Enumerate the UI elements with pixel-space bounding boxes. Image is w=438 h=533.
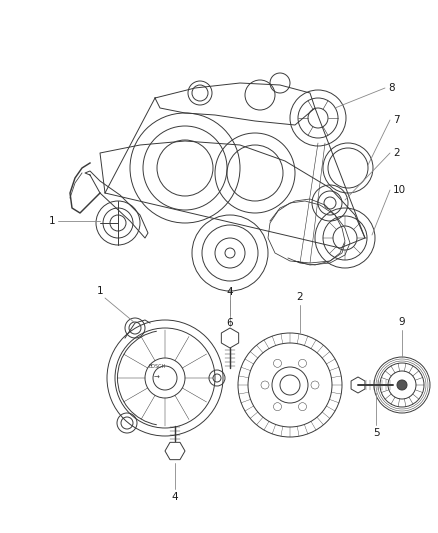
Text: 1: 1 xyxy=(96,286,103,296)
Text: 7: 7 xyxy=(393,115,399,125)
Text: 1: 1 xyxy=(48,216,55,226)
Text: 2: 2 xyxy=(393,148,399,158)
Text: 10: 10 xyxy=(393,185,406,195)
Text: 8: 8 xyxy=(388,83,395,93)
Circle shape xyxy=(397,380,407,390)
Circle shape xyxy=(323,143,373,193)
Text: 2: 2 xyxy=(297,292,303,302)
Text: 9: 9 xyxy=(399,317,405,327)
Text: 4: 4 xyxy=(172,492,178,502)
Text: BOSCH: BOSCH xyxy=(148,364,166,369)
Text: 5: 5 xyxy=(373,428,379,438)
Polygon shape xyxy=(351,377,365,393)
Text: 4: 4 xyxy=(227,287,233,297)
Text: →: → xyxy=(154,375,160,381)
Text: 6: 6 xyxy=(227,318,233,328)
